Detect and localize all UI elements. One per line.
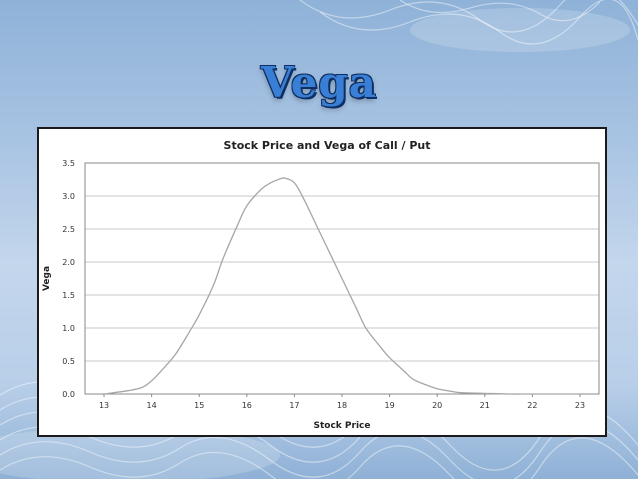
x-tick-label: 22: [527, 401, 537, 410]
x-tick-label: 16: [242, 401, 252, 410]
x-tick-label: 13: [99, 401, 109, 410]
vega-curve-line: [103, 177, 580, 395]
slide-title: Vega: [260, 58, 378, 107]
y-tick-label: 0.5: [62, 357, 75, 366]
y-tick-label: 1.0: [62, 324, 75, 333]
x-tick-label: 14: [147, 401, 157, 410]
y-tick-label: 3.5: [62, 159, 75, 168]
y-tick-label: 3.0: [62, 192, 75, 201]
y-axis-ticks: 0.0 0.5 1.0 1.5 2.0 2.5 3.0 3.5: [62, 159, 75, 399]
chart-panel: Stock Price and Vega of Call / Put 0.0 0.…: [37, 127, 607, 437]
y-axis-label: Vega: [42, 266, 52, 291]
y-tick-label: 2.5: [62, 225, 75, 234]
chart-title: Stock Price and Vega of Call / Put: [224, 139, 431, 152]
x-tick-label: 18: [337, 401, 347, 410]
plot-frame: [84, 162, 600, 395]
x-tick-label: 15: [194, 401, 204, 410]
x-axis-label: Stock Price: [314, 421, 371, 431]
vega-line-chart: Stock Price and Vega of Call / Put 0.00.…: [42, 139, 600, 431]
y-tick-label: 2.0: [62, 258, 75, 267]
x-tick-label: 23: [575, 401, 585, 410]
x-tick-label: 20: [432, 401, 442, 410]
y-tick-label: 1.5: [62, 291, 75, 300]
x-tick-label: 19: [384, 401, 394, 410]
x-axis-ticks: 13 14 15 16 17 18 19 20 21 22 23: [99, 394, 585, 410]
y-tick-label: 0.0: [62, 390, 75, 399]
x-tick-label: 21: [480, 401, 490, 410]
x-tick-label: 17: [289, 401, 299, 410]
